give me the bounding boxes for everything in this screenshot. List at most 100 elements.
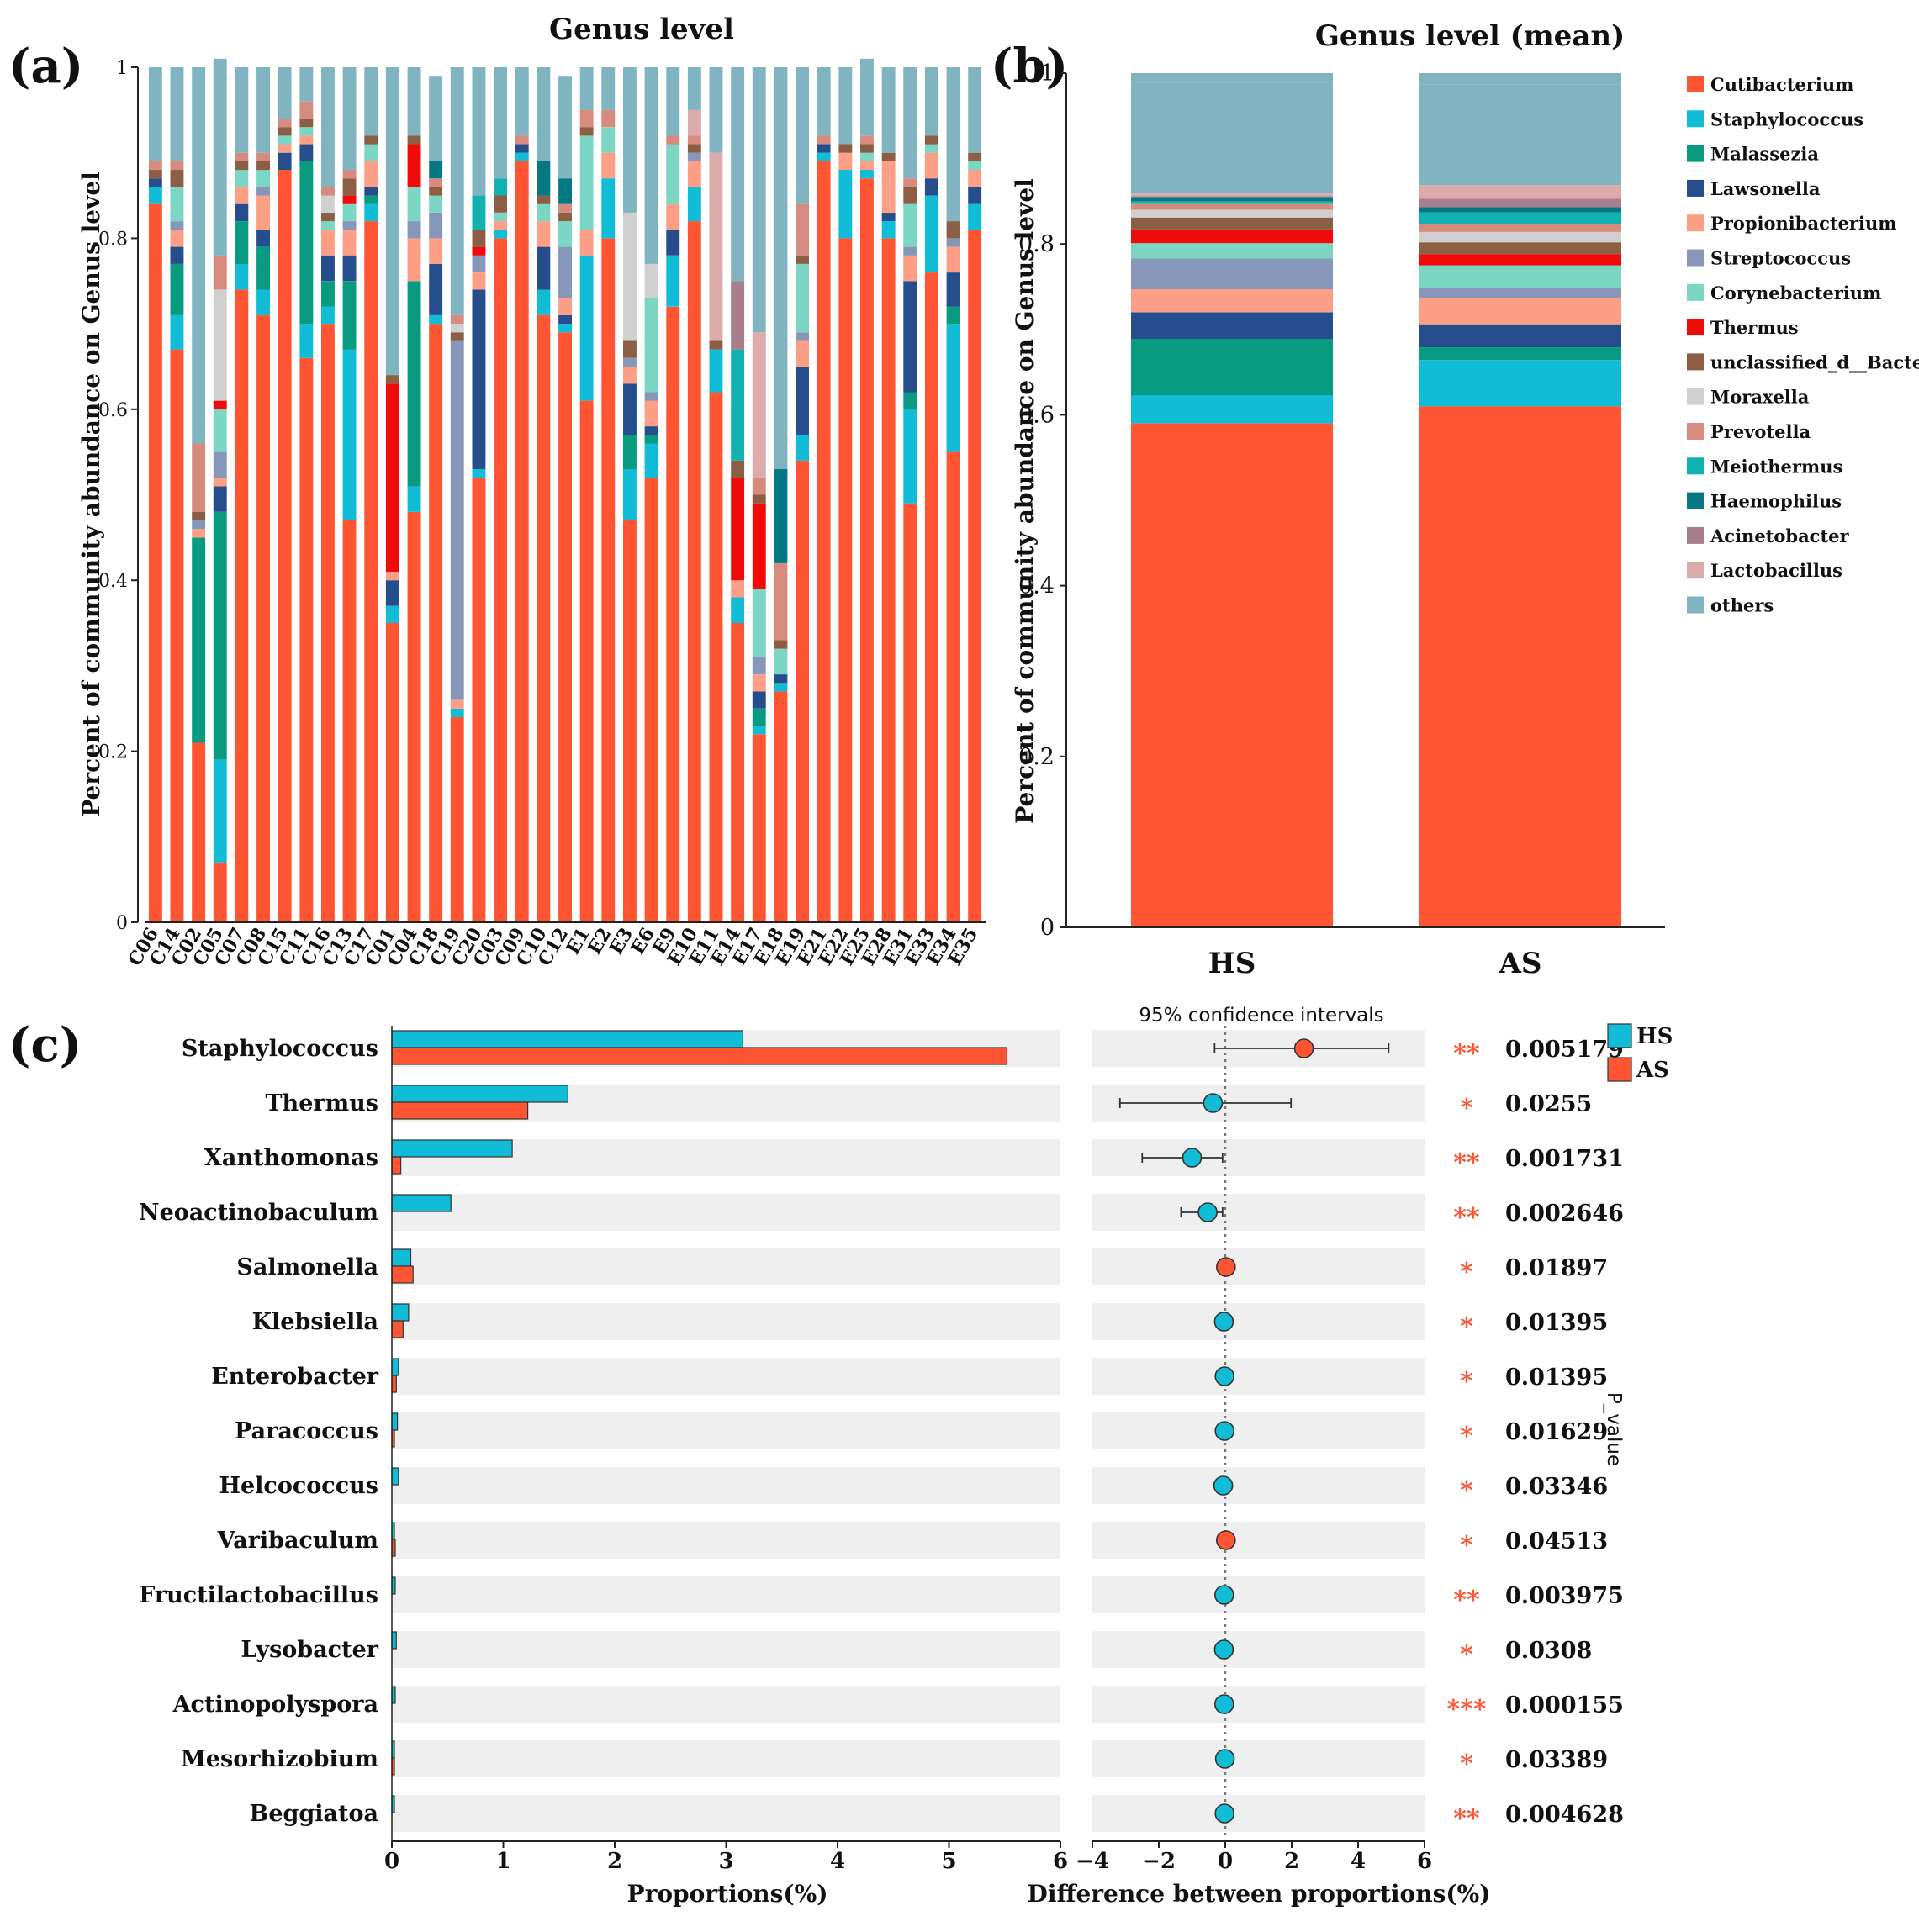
p-value-helcococcus: 0.03346 xyxy=(1505,1474,1608,1500)
bar-seg-c17-corynebacterium xyxy=(364,144,378,161)
bar-seg-as-unclassified-d-bacteria xyxy=(1419,242,1621,255)
bar-seg-as-thermus xyxy=(1419,254,1621,266)
bar-seg-c10-haemophilus xyxy=(537,161,551,196)
bar-seg-e18-unclassified-d-bacteria xyxy=(774,640,788,649)
bar-seg-c10-lawsonella xyxy=(537,246,551,290)
legend-swatch-acinetobacter xyxy=(1687,526,1704,544)
panel-c-right-x-tick-label: 4 xyxy=(1351,1849,1366,1874)
bar-seg-e28-others xyxy=(881,67,896,153)
bar-seg-c16-others xyxy=(321,67,335,187)
bar-seg-e28-cutibacterium xyxy=(881,238,896,922)
panel-b-y-tick-label: 1 xyxy=(1040,61,1055,87)
legend-label-acinetobacter: Acinetobacter xyxy=(1710,525,1850,546)
bar-seg-e17-propionibacterium xyxy=(752,674,766,692)
bar-seg-e1-corynebacterium xyxy=(579,135,594,230)
row-band-left-lysobacter xyxy=(392,1631,1060,1668)
bar-seg-c17-unclassified-d-bacteria xyxy=(364,135,378,145)
significance-stars-klebsiella: * xyxy=(1460,1312,1473,1342)
bar-seg-c14-streptococcus xyxy=(170,221,184,230)
bar-as-enterobacter xyxy=(391,1375,397,1393)
bar-seg-e6-malassezia xyxy=(644,435,658,444)
panel-a-stacked-bar-chart: Genus level Percent of community abundan… xyxy=(77,13,986,970)
bar-seg-c07-others xyxy=(235,67,249,153)
bar-seg-c20-unclassified-d-bacteria xyxy=(472,230,486,247)
bar-seg-e19-prevotella xyxy=(796,203,809,256)
bar-seg-c14-unclassified-d-bacteria xyxy=(170,170,184,187)
bar-seg-e35-lawsonella xyxy=(968,187,982,204)
p-value-thermus: 0.0255 xyxy=(1505,1091,1592,1117)
panel-b-title: Genus level (mean) xyxy=(1315,19,1625,53)
bar-seg-c04-streptococcus xyxy=(407,221,421,239)
bar-seg-c09-cutibacterium xyxy=(515,161,529,922)
bar-seg-e17-thermus xyxy=(752,503,766,589)
significance-stars-lysobacter: * xyxy=(1460,1640,1473,1670)
bar-seg-as-staphylococcus xyxy=(1419,360,1621,407)
bar-seg-c18-lawsonella xyxy=(429,263,443,315)
category-label-enterobacter: Enterobacter xyxy=(211,1364,379,1390)
bar-seg-c18-streptococcus xyxy=(429,212,443,239)
bar-seg-as-moraxella xyxy=(1419,232,1621,243)
category-label-mesorhizobium: Mesorhizobium xyxy=(181,1746,378,1772)
bar-seg-e6-corynebacterium xyxy=(644,298,658,393)
panel-a-title: Genus level xyxy=(549,13,734,46)
bar-hs-klebsiella xyxy=(391,1303,410,1322)
legend-label-moraxella: Moraxella xyxy=(1710,387,1810,408)
bar-seg-e19-corynebacterium xyxy=(796,263,809,333)
bar-as-xanthomonas xyxy=(391,1156,402,1175)
bar-seg-e3-others xyxy=(623,67,637,213)
bar-seg-e9-lawsonella xyxy=(666,230,680,256)
bar-seg-e18-prevotella xyxy=(774,562,788,641)
bar-seg-c16-malassezia xyxy=(321,281,335,307)
bar-seg-e28-staphylococcus xyxy=(881,221,896,239)
row-band-right-paracoccus xyxy=(1092,1412,1425,1449)
diff-point-paracoccus xyxy=(1214,1421,1234,1441)
bar-seg-e1-cutibacterium xyxy=(579,400,594,923)
bar-seg-c04-corynebacterium xyxy=(407,187,421,222)
bar-seg-e3-malassezia xyxy=(623,435,637,469)
bar-seg-c12-propionibacterium xyxy=(558,298,572,315)
bar-seg-as-streptococcus xyxy=(1419,288,1621,298)
bar-seg-c14-others xyxy=(170,67,184,161)
p-value-varibaculum: 0.04513 xyxy=(1505,1528,1608,1555)
diff-point-enterobacter xyxy=(1214,1366,1234,1386)
legend-label-lawsonella: Lawsonella xyxy=(1710,178,1821,199)
bar-seg-e17-others xyxy=(752,67,766,333)
bar-seg-hs-propionibacterium xyxy=(1131,289,1333,313)
row-band-right-beggiatoa xyxy=(1092,1795,1425,1832)
row-band-left-paracoccus xyxy=(392,1412,1060,1449)
bar-seg-e25-cutibacterium xyxy=(860,178,874,922)
bar-seg-c20-staphylococcus xyxy=(472,469,486,478)
bar-seg-c11-others xyxy=(299,67,314,102)
bar-seg-c19-staphylococcus xyxy=(450,708,464,717)
bar-seg-e31-malassezia xyxy=(903,392,917,409)
bar-seg-e3-cutibacterium xyxy=(623,520,637,922)
bar-seg-c12-staphylococcus xyxy=(558,324,572,333)
p-value-fructilactobacillus: 0.003975 xyxy=(1505,1583,1624,1609)
bar-seg-c04-cutibacterium xyxy=(407,511,421,922)
bar-seg-c11-propionibacterium xyxy=(299,135,314,145)
bar-seg-c06-unclassified-d-bacteria xyxy=(148,170,162,179)
legend-swatch-unclassified-d-bacteria xyxy=(1687,353,1704,371)
bar-seg-e2-staphylococcus xyxy=(601,178,616,239)
bar-seg-as-prevotella xyxy=(1419,224,1621,232)
row-band-left-salmonella xyxy=(392,1248,1060,1285)
bar-seg-e34-streptococcus xyxy=(946,238,960,247)
panel-b-y-tick-label: 0.4 xyxy=(1018,573,1055,599)
bar-seg-e25-others xyxy=(860,58,874,136)
diff-point-fructilactobacillus xyxy=(1214,1585,1234,1605)
bar-seg-e33-lawsonella xyxy=(924,178,938,196)
bar-seg-e1-unclassified-d-bacteria xyxy=(579,127,594,136)
bar-seg-c03-meiothermus xyxy=(494,178,507,196)
legend-swatch-thermus xyxy=(1687,319,1704,336)
bar-seg-e9-propionibacterium xyxy=(666,203,680,230)
bar-seg-c01-unclassified-d-bacteria xyxy=(385,375,399,384)
bar-seg-c16-lawsonella xyxy=(321,255,335,282)
bar-seg-e2-corynebacterium xyxy=(601,127,616,153)
bar-seg-c08-prevotella xyxy=(256,152,270,161)
bar-seg-c12-others xyxy=(558,76,572,179)
significance-stars-thermus: * xyxy=(1460,1094,1473,1123)
bar-seg-e17-malassezia xyxy=(752,708,766,726)
legend-swatch-corynebacterium xyxy=(1687,283,1704,301)
bar-seg-e25-corynebacterium xyxy=(860,152,874,161)
bar-seg-c01-lawsonella xyxy=(385,580,399,606)
